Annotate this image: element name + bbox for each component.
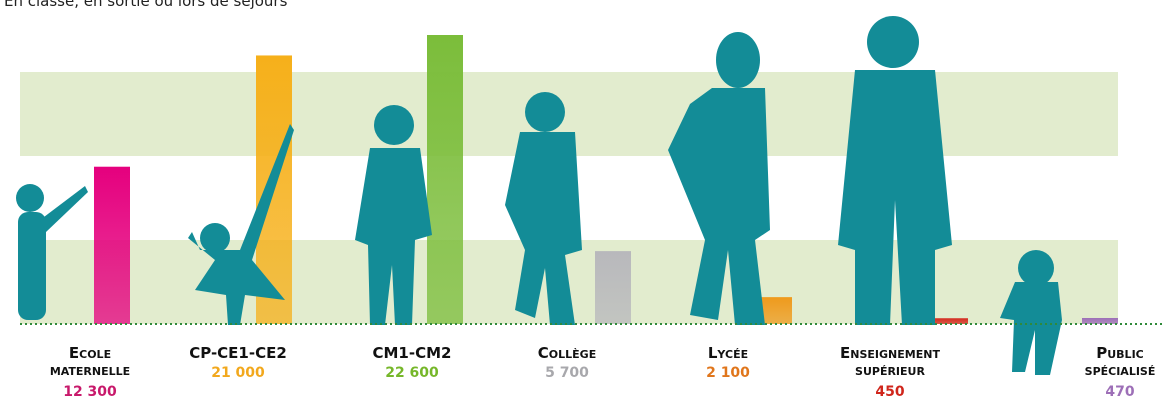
value-label: 22 600 — [385, 365, 439, 381]
value-label: 2 100 — [706, 365, 750, 381]
value-label: 5 700 — [545, 365, 589, 381]
bar — [427, 35, 463, 324]
chart: En classe, en sortie ou lors de séjours … — [0, 0, 1162, 407]
bar — [595, 251, 631, 324]
x-tick-label: Lycée — [708, 344, 748, 362]
x-tick-label: Collège — [538, 344, 596, 362]
subtitle: En classe, en sortie ou lors de séjours — [4, 0, 288, 10]
value-label: 21 000 — [211, 365, 265, 381]
value-label: 470 — [1105, 384, 1134, 400]
bar — [94, 167, 130, 324]
x-tick-label: CM1-CM2 — [373, 344, 452, 362]
value-label: 12 300 — [63, 384, 117, 400]
page: En classe, en sortie ou lors de séjours … — [0, 0, 1162, 407]
x-tick-label: CP-CE1-CE2 — [189, 344, 287, 362]
value-label: 450 — [875, 384, 904, 400]
